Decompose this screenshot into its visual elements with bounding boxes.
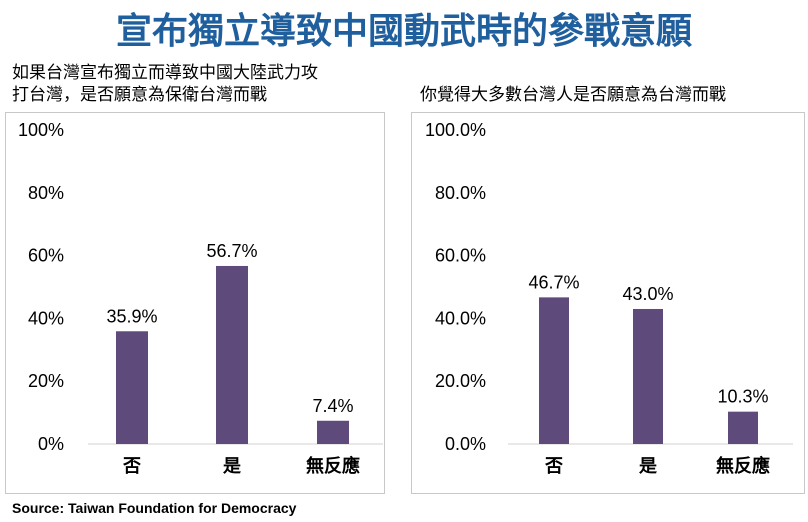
x-tick-label: 是 bbox=[222, 456, 241, 476]
y-tick-label: 40.0% bbox=[435, 308, 486, 328]
y-tick-label: 40% bbox=[28, 308, 64, 328]
y-tick-label: 100.0% bbox=[425, 120, 486, 140]
x-tick-label: 否 bbox=[544, 456, 563, 476]
y-tick-label: 80.0% bbox=[435, 183, 486, 203]
bar bbox=[633, 308, 663, 444]
x-tick-label: 是 bbox=[638, 456, 657, 476]
left-chart-title-line: 如果台灣宣布獨立而導致中國大陸武力攻 bbox=[12, 63, 318, 83]
y-tick-label: 60.0% bbox=[435, 246, 486, 266]
left-chart-title-line: 打台灣，是否願意為保衛台灣而戰 bbox=[12, 85, 267, 105]
right-chart-frame bbox=[411, 112, 805, 494]
x-tick-label: 否 bbox=[122, 456, 141, 476]
y-tick-label: 20% bbox=[28, 371, 64, 391]
x-tick-label: 無反應 bbox=[306, 455, 360, 476]
data-label: 56.7% bbox=[206, 241, 257, 261]
source-note: Source: Taiwan Foundation for Democracy bbox=[12, 500, 297, 516]
data-label: 35.9% bbox=[106, 306, 157, 326]
y-tick-label: 0% bbox=[38, 434, 64, 454]
data-label: 10.3% bbox=[717, 387, 768, 407]
y-tick-label: 60% bbox=[28, 246, 64, 266]
y-tick-label: 20.0% bbox=[435, 371, 486, 391]
y-tick-label: 80% bbox=[28, 183, 64, 203]
bar bbox=[116, 331, 148, 444]
x-tick-label: 無反應 bbox=[716, 455, 770, 476]
page-title: 宣布獨立導致中國動武時的參戰意願 bbox=[115, 11, 692, 52]
data-label: 46.7% bbox=[528, 272, 579, 292]
bar bbox=[539, 297, 569, 444]
data-label: 43.0% bbox=[622, 284, 673, 304]
y-tick-label: 100% bbox=[18, 120, 64, 140]
data-label: 7.4% bbox=[312, 396, 353, 416]
left-chart-title: 如果台灣宣布獨立而導致中國大陸武力攻 打台灣，是否願意為保衛台灣而戰 bbox=[12, 62, 318, 106]
y-tick-label: 0.0% bbox=[445, 434, 486, 454]
left-chart-frame bbox=[5, 112, 385, 494]
bar bbox=[216, 265, 248, 444]
bar bbox=[728, 411, 758, 444]
right-chart-title: 你覺得大多數台灣人是否願意為台灣而戰 bbox=[420, 85, 726, 105]
bar bbox=[317, 420, 349, 444]
